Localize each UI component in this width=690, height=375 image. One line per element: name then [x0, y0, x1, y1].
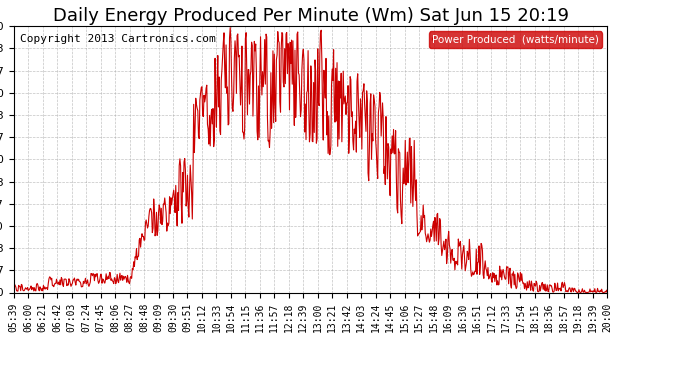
Legend: Power Produced  (watts/minute): Power Produced (watts/minute) — [429, 32, 602, 48]
Title: Daily Energy Produced Per Minute (Wm) Sat Jun 15 20:19: Daily Energy Produced Per Minute (Wm) Sa… — [52, 7, 569, 25]
Text: Copyright 2013 Cartronics.com: Copyright 2013 Cartronics.com — [20, 34, 215, 44]
